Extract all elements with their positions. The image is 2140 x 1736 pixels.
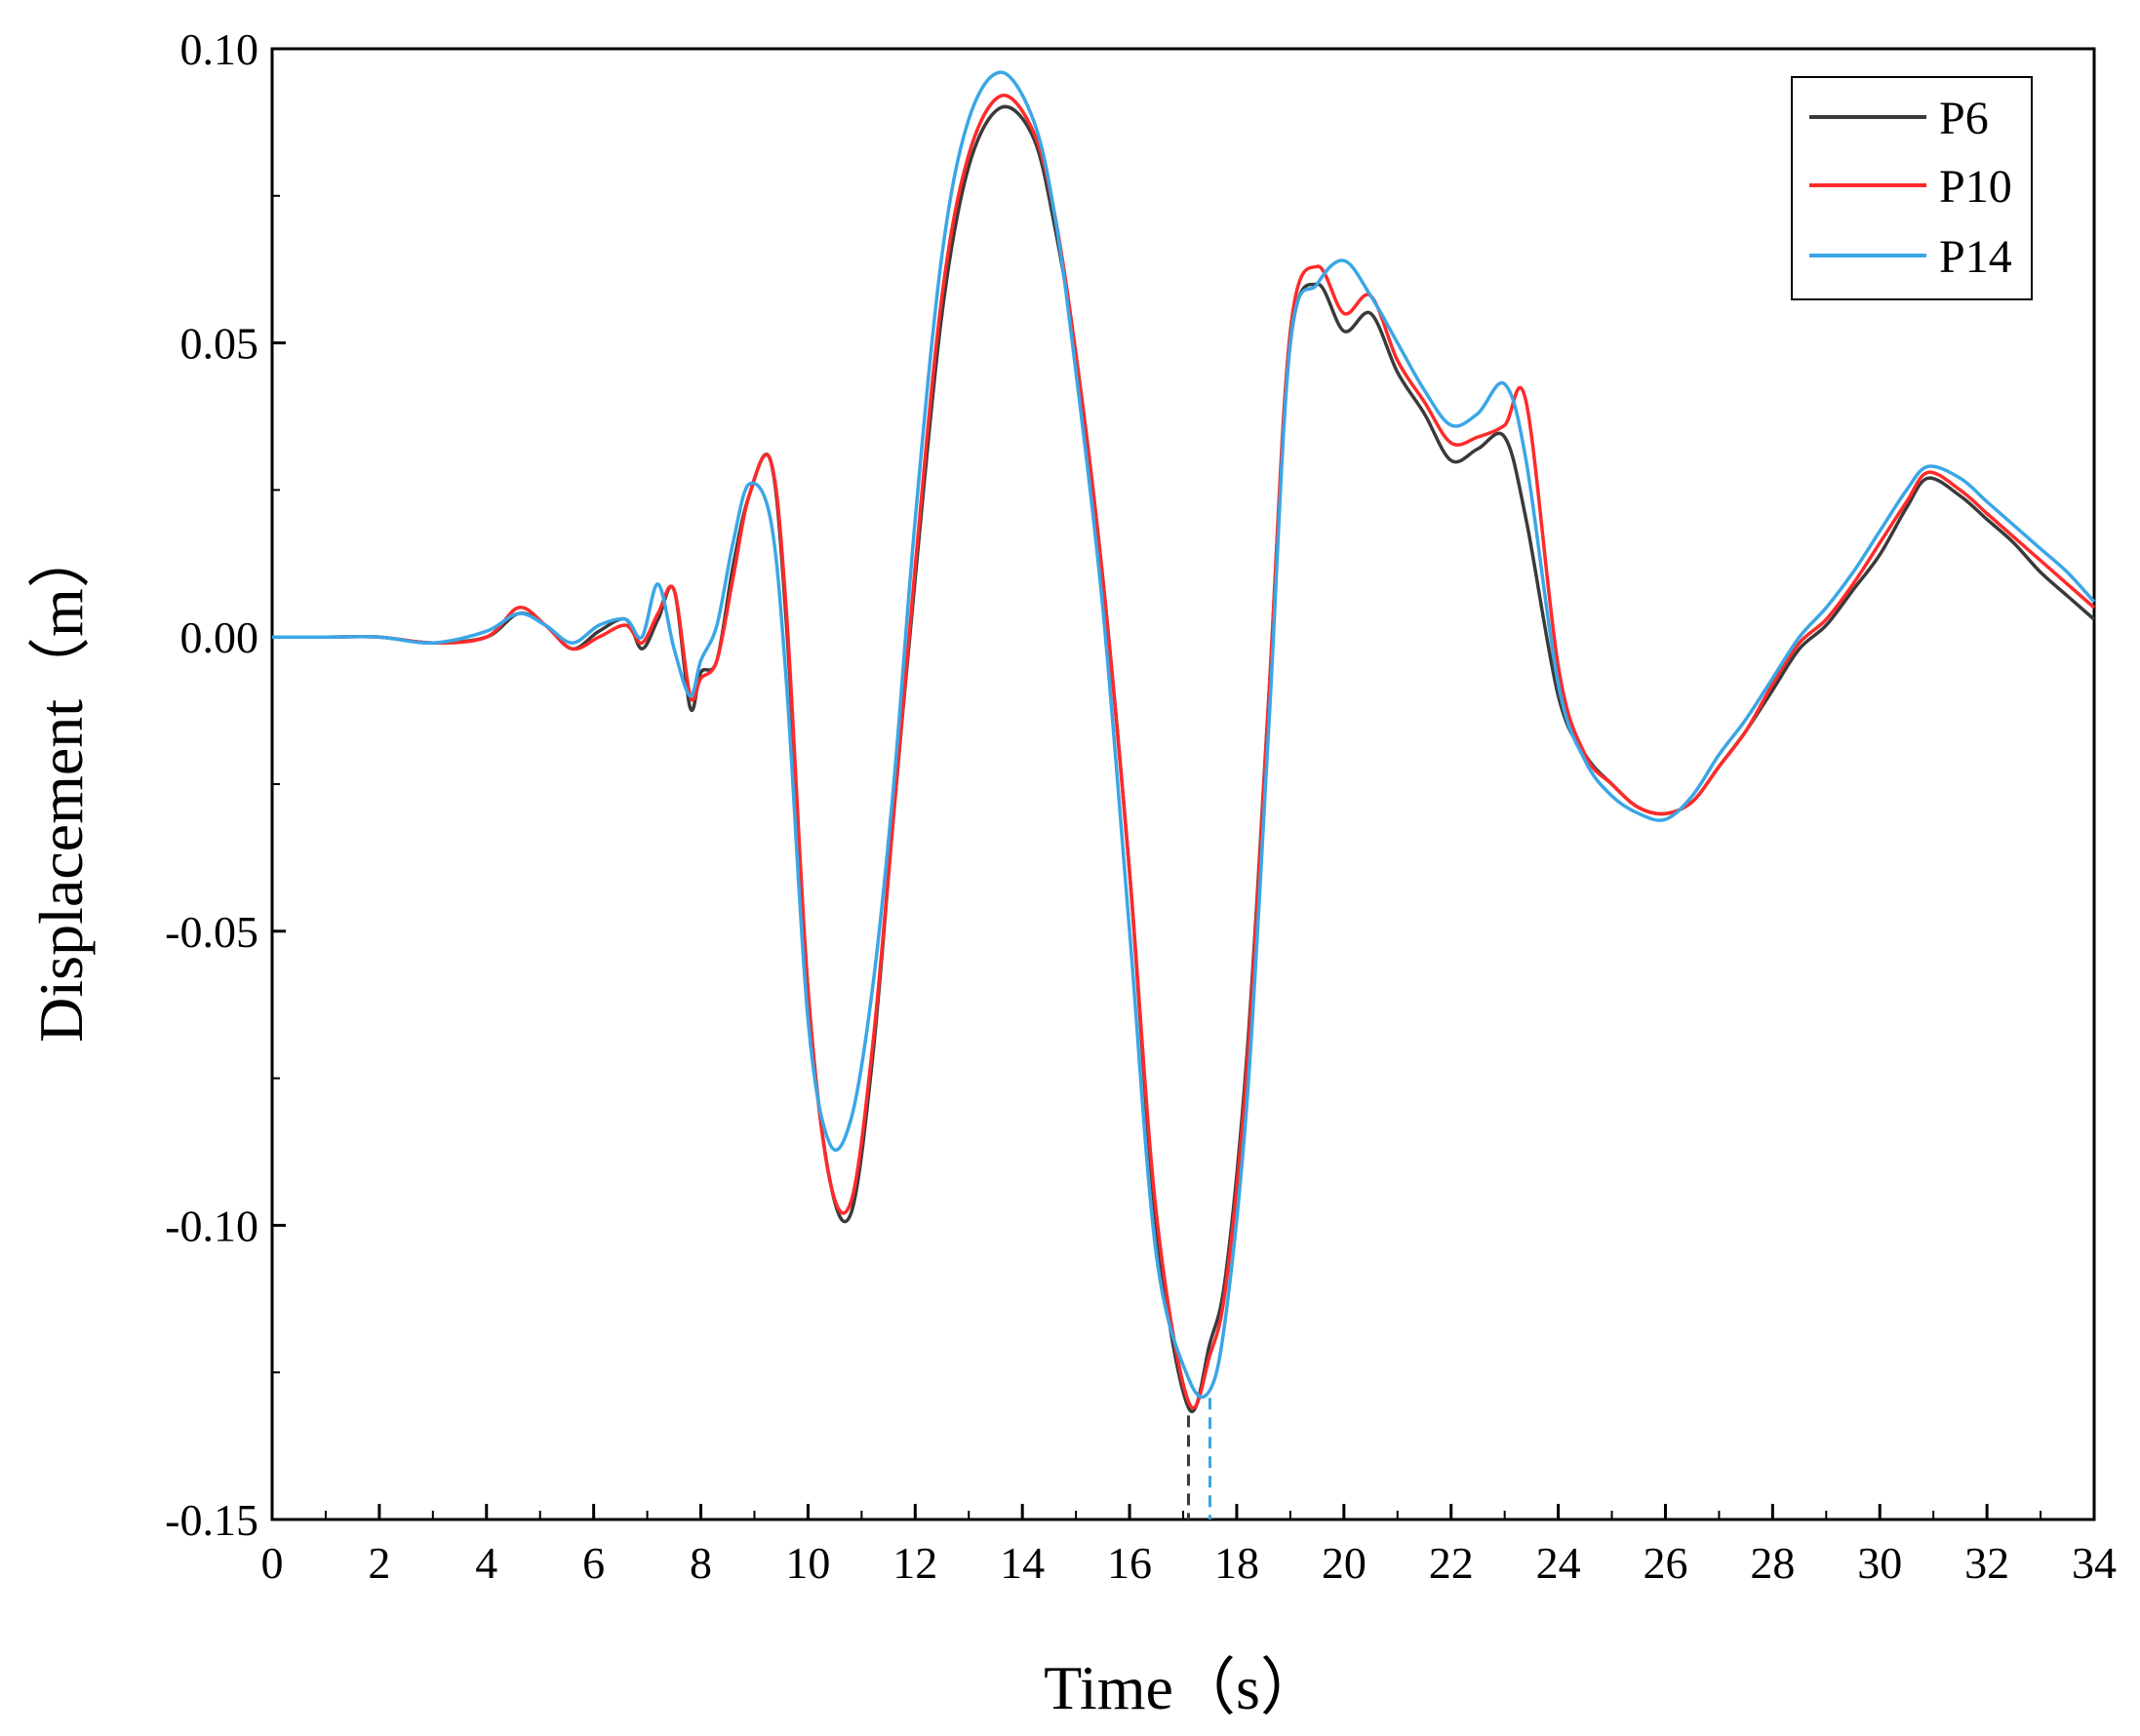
legend-box [1791, 76, 2033, 300]
x-tick-label: 6 [582, 1538, 605, 1588]
series-line-p14 [272, 70, 2096, 1400]
x-tick-label: 28 [1750, 1538, 1795, 1588]
legend: P6 P10 P14 [1791, 76, 2033, 300]
y-axis: 0.10 0.05 0.00 -0.05 -0.10 -0.15 [165, 24, 286, 1545]
x-tick-label: 12 [892, 1538, 937, 1588]
x-tick-label: 18 [1214, 1538, 1259, 1588]
x-tick-label: 34 [2072, 1538, 2117, 1588]
x-tick-label: 20 [1322, 1538, 1367, 1588]
x-axis: 0 2 4 6 8 10 12 14 16 18 20 22 24 26 28 30 32 34 [261, 1504, 2117, 1588]
x-tick-label: 30 [1857, 1538, 1902, 1588]
x-tick-label: 16 [1107, 1538, 1152, 1588]
legend-label-p6: P6 [1939, 93, 1989, 144]
y-tick-label: 0.00 [180, 612, 259, 662]
x-tick-label: 14 [1000, 1538, 1045, 1588]
x-axis-title: Time（s） [1044, 1653, 1323, 1722]
y-tick-label: -0.15 [165, 1495, 258, 1545]
x-tick-label: 32 [1964, 1538, 2009, 1588]
x-tick-label: 2 [368, 1538, 390, 1588]
x-tick-label: 10 [785, 1538, 830, 1588]
y-tick-label: -0.05 [165, 907, 258, 957]
y-tick-label: 0.10 [180, 24, 259, 74]
legend-label-p14: P14 [1939, 231, 2012, 283]
legend-label-p10: P10 [1939, 161, 2012, 213]
x-tick-label: 22 [1429, 1538, 1474, 1588]
x-tick-label: 4 [475, 1538, 497, 1588]
series-layer [272, 70, 2096, 1413]
series-line-p6 [272, 104, 2096, 1413]
x-tick-label: 26 [1643, 1538, 1687, 1588]
minimum-markers [1186, 1398, 1211, 1519]
x-tick-label: 0 [261, 1538, 284, 1588]
x-tick-label: 24 [1536, 1538, 1581, 1588]
y-tick-label: 0.05 [180, 319, 259, 369]
y-tick-label: -0.10 [165, 1201, 258, 1250]
series-line-p10 [272, 94, 2096, 1410]
x-tick-label: 8 [690, 1538, 712, 1588]
y-axis-title: Displacement（m） [26, 526, 96, 1043]
